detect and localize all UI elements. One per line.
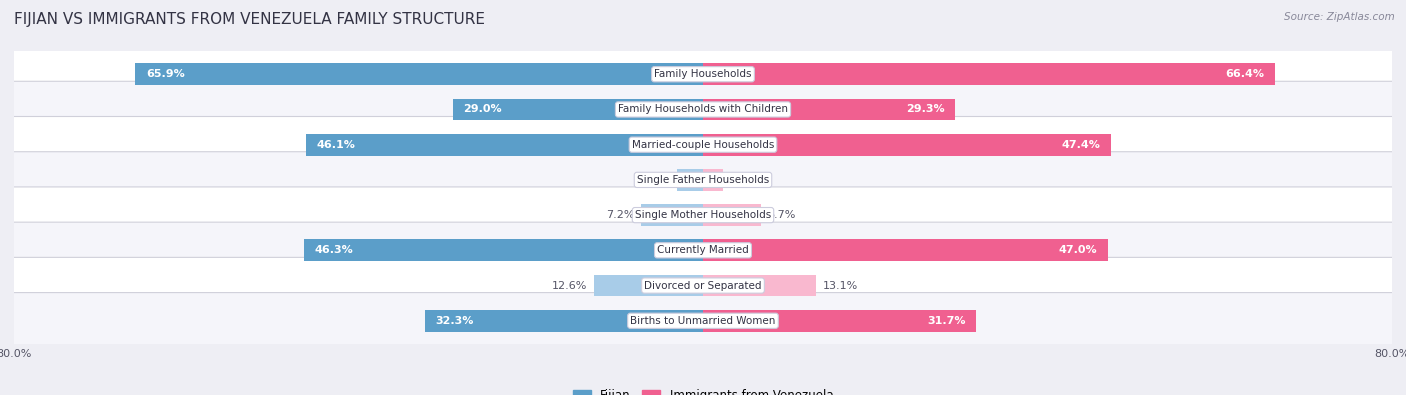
Bar: [703, 169, 723, 191]
Text: Divorced or Separated: Divorced or Separated: [644, 280, 762, 291]
FancyBboxPatch shape: [11, 81, 1395, 137]
Bar: [703, 275, 815, 297]
Bar: [304, 239, 703, 261]
Text: 12.6%: 12.6%: [553, 280, 588, 291]
Text: 3.0%: 3.0%: [643, 175, 671, 185]
Text: 31.7%: 31.7%: [927, 316, 966, 326]
Bar: [703, 310, 976, 332]
Text: Births to Unmarried Women: Births to Unmarried Women: [630, 316, 776, 326]
Text: 29.0%: 29.0%: [464, 104, 502, 115]
Text: Currently Married: Currently Married: [657, 245, 749, 255]
Bar: [703, 204, 761, 226]
Text: Single Father Households: Single Father Households: [637, 175, 769, 185]
Bar: [703, 239, 1108, 261]
Text: 7.2%: 7.2%: [606, 210, 634, 220]
Text: 66.4%: 66.4%: [1226, 69, 1264, 79]
Text: 32.3%: 32.3%: [436, 316, 474, 326]
Bar: [425, 310, 703, 332]
FancyBboxPatch shape: [11, 117, 1395, 173]
Bar: [703, 134, 1111, 156]
FancyBboxPatch shape: [11, 187, 1395, 243]
Text: Single Mother Households: Single Mother Households: [636, 210, 770, 220]
Text: Source: ZipAtlas.com: Source: ZipAtlas.com: [1284, 12, 1395, 22]
Text: 65.9%: 65.9%: [146, 69, 184, 79]
FancyBboxPatch shape: [11, 258, 1395, 314]
FancyBboxPatch shape: [11, 222, 1395, 278]
Text: Married-couple Households: Married-couple Households: [631, 140, 775, 150]
FancyBboxPatch shape: [11, 293, 1395, 349]
Text: 46.1%: 46.1%: [316, 140, 356, 150]
FancyBboxPatch shape: [11, 46, 1395, 102]
Text: 2.3%: 2.3%: [730, 175, 758, 185]
Bar: [678, 169, 703, 191]
Legend: Fijian, Immigrants from Venezuela: Fijian, Immigrants from Venezuela: [572, 389, 834, 395]
Text: FIJIAN VS IMMIGRANTS FROM VENEZUELA FAMILY STRUCTURE: FIJIAN VS IMMIGRANTS FROM VENEZUELA FAMI…: [14, 12, 485, 27]
Bar: [595, 275, 703, 297]
Text: 29.3%: 29.3%: [907, 104, 945, 115]
Bar: [453, 98, 703, 120]
Text: Family Households with Children: Family Households with Children: [619, 104, 787, 115]
Bar: [135, 63, 703, 85]
Text: 13.1%: 13.1%: [823, 280, 858, 291]
Text: 46.3%: 46.3%: [315, 245, 353, 255]
Bar: [703, 98, 955, 120]
Bar: [703, 63, 1275, 85]
FancyBboxPatch shape: [11, 152, 1395, 208]
Text: Family Households: Family Households: [654, 69, 752, 79]
Bar: [307, 134, 703, 156]
Text: 6.7%: 6.7%: [768, 210, 796, 220]
Text: 47.0%: 47.0%: [1059, 245, 1098, 255]
Text: 47.4%: 47.4%: [1062, 140, 1101, 150]
Bar: [641, 204, 703, 226]
